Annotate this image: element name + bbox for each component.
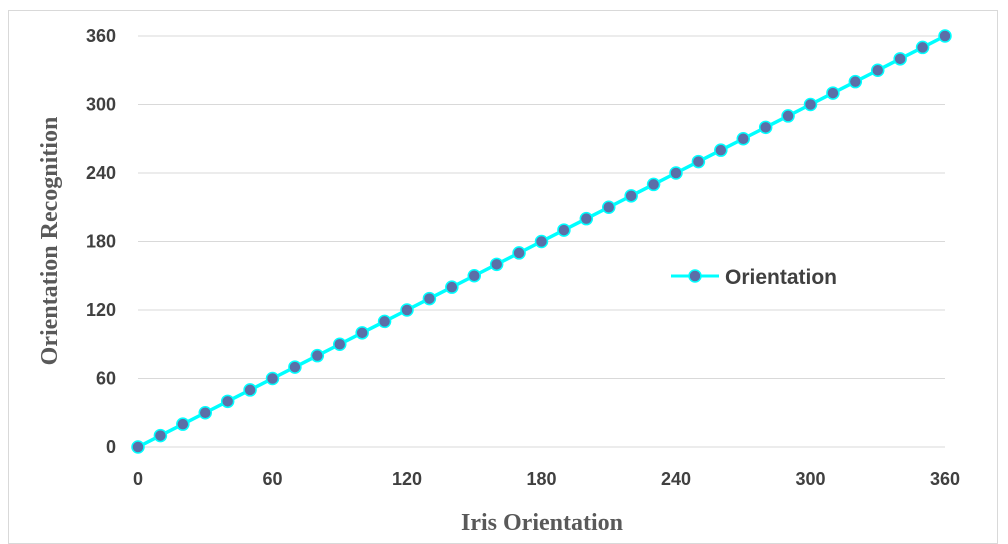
legend-label: Orientation — [725, 266, 837, 289]
data-point-340 — [893, 52, 907, 66]
data-point-250 — [691, 154, 706, 169]
legend: Orientation — [671, 266, 837, 289]
data-point-100 — [355, 326, 369, 340]
data-point-240 — [669, 166, 683, 180]
y-tick-label-240: 240 — [86, 163, 116, 183]
x-axis-ticks: 0 60 120 180 240 300 360 — [133, 469, 960, 489]
data-point-360 — [938, 29, 952, 43]
x-tick-label-120: 120 — [392, 469, 422, 489]
y-tick-label-120: 120 — [86, 300, 116, 320]
data-point-290 — [781, 109, 795, 123]
data-point-310 — [826, 86, 840, 100]
data-point-20 — [176, 417, 190, 431]
data-point-220 — [624, 189, 638, 203]
data-point-110 — [377, 314, 392, 329]
data-point-230 — [646, 177, 661, 192]
data-point-10 — [153, 428, 168, 443]
y-tick-label-360: 360 — [86, 26, 116, 46]
data-point-180 — [534, 234, 549, 249]
data-point-150 — [467, 269, 481, 283]
y-tick-label-180: 180 — [86, 232, 116, 252]
data-point-90 — [333, 337, 347, 351]
y-axis-title: Orientation Recognition — [37, 117, 63, 366]
x-tick-label-300: 300 — [795, 469, 825, 489]
x-tick-label-0: 0 — [133, 469, 143, 489]
data-point-210 — [602, 200, 616, 214]
data-point-50 — [243, 383, 257, 397]
data-point-0 — [131, 440, 145, 454]
data-point-170 — [512, 246, 526, 260]
y-axis-ticks: 0 60 120 180 240 300 360 — [86, 26, 116, 457]
legend-swatch-marker — [688, 269, 702, 283]
x-axis-title: Iris Orientation — [461, 510, 623, 536]
data-point-260 — [714, 143, 728, 157]
y-tick-label-300: 300 — [86, 95, 116, 115]
x-tick-label-180: 180 — [526, 469, 556, 489]
y-tick-label-0: 0 — [106, 437, 116, 457]
x-tick-label-60: 60 — [262, 469, 282, 489]
data-point-160 — [489, 257, 504, 272]
data-point-120 — [400, 303, 414, 317]
data-point-200 — [579, 211, 594, 226]
data-point-280 — [758, 120, 773, 135]
y-tick-label-60: 60 — [96, 369, 116, 389]
data-point-190 — [557, 223, 571, 237]
data-point-60 — [265, 371, 280, 386]
data-point-350 — [915, 40, 930, 55]
data-point-300 — [803, 97, 818, 112]
data-point-330 — [871, 63, 885, 77]
data-point-70 — [288, 360, 302, 374]
data-point-80 — [310, 348, 325, 363]
series-layer — [131, 29, 952, 454]
x-tick-label-360: 360 — [930, 469, 960, 489]
data-point-320 — [848, 74, 863, 89]
x-tick-label-240: 240 — [661, 469, 691, 489]
data-point-270 — [736, 132, 750, 146]
data-point-40 — [220, 394, 235, 409]
data-point-130 — [422, 291, 437, 306]
data-point-140 — [445, 280, 459, 294]
data-point-30 — [198, 406, 212, 420]
